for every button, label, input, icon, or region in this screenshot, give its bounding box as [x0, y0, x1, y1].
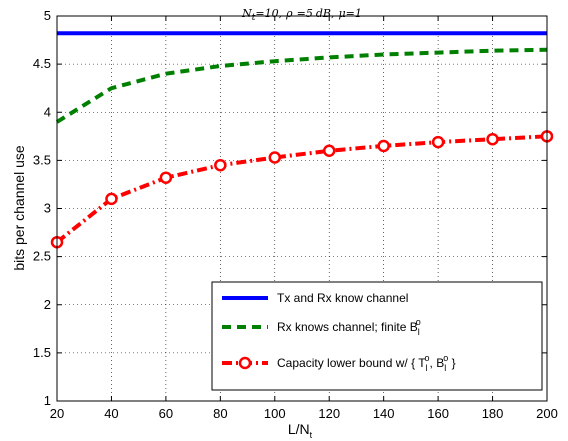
y-tick-label: 5	[44, 8, 51, 23]
x-tick-label: 60	[159, 406, 173, 421]
x-axis-label: L/Nt	[288, 421, 313, 440]
x-tick-label: 100	[264, 406, 286, 421]
series-line-2	[55, 47, 548, 124]
y-tick-label: 4.5	[33, 56, 51, 71]
ticks	[56, 15, 548, 402]
series-3-point	[377, 139, 390, 153]
legend-label-tx-rx: Tx and Rx know channel	[277, 291, 408, 305]
legend: Tx and Rx know channel Rx knows channel;…	[211, 281, 543, 391]
y-tick-label: 3	[44, 201, 51, 216]
x-tick-label: 180	[482, 406, 504, 421]
y-tick-label: 4	[44, 104, 51, 119]
legend-label-capacity: Capacity lower bound w/ { Tlo, Blo }	[277, 353, 456, 373]
series-3-point	[159, 171, 173, 184]
legend-marker-capacity	[238, 356, 252, 370]
chart-title: Nt=10, ρ =5 dB, μ=1	[241, 7, 362, 23]
series-3-point	[268, 151, 282, 164]
y-tick-label: 1	[44, 393, 51, 408]
x-tick-label: 200	[536, 406, 558, 421]
x-tick-label: 160	[427, 406, 449, 421]
x-tick-label: 40	[104, 406, 118, 421]
series-3-point	[431, 135, 445, 149]
legend-label-rx-knows: Rx knows channel; finite Blo	[277, 317, 421, 337]
y-axis-label: bits per channel use	[11, 145, 27, 271]
series-3-point	[105, 192, 118, 206]
y-tick-label: 2	[44, 297, 51, 312]
series-line-3	[55, 134, 548, 244]
series-3-point	[486, 132, 499, 146]
y-tick-label: 1.5	[33, 345, 51, 360]
y-tick-label: 2.5	[33, 249, 51, 264]
tick-labels: 20 40 60 80 100 120 140 160 180 200 1 1.5 2 2.5 3 3.5 4 4…	[33, 8, 558, 421]
y-tick-label: 3.5	[33, 152, 51, 167]
x-tick-label: 120	[318, 406, 340, 421]
series-layer	[50, 31, 554, 249]
series-3-point	[214, 158, 227, 172]
x-tick-label: 140	[373, 406, 395, 421]
series-3-point	[322, 144, 336, 157]
x-tick-label: 80	[213, 406, 227, 421]
x-tick-label: 20	[50, 406, 64, 421]
